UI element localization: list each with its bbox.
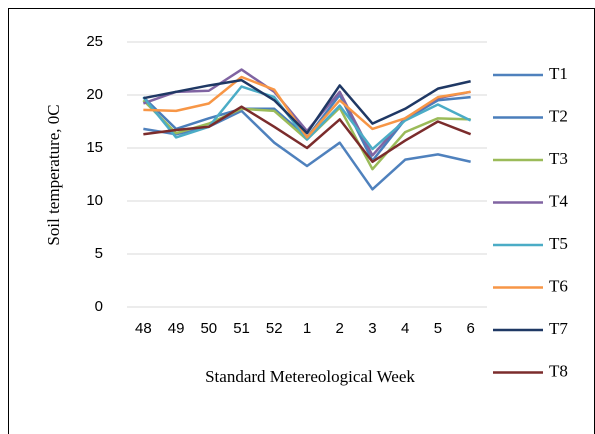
legend-label: T1 (549, 64, 568, 83)
y-tick-label: 25 (86, 33, 103, 50)
y-tick-label: 15 (86, 139, 103, 156)
series-line (143, 75, 471, 139)
y-tick-label: 20 (86, 86, 103, 103)
x-axis-title: Standard Metereological Week (205, 367, 415, 386)
legend-label: T5 (549, 234, 568, 253)
x-tick-label: 50 (200, 320, 217, 337)
series-line (142, 85, 472, 151)
x-tick-label: 5 (434, 320, 442, 337)
x-tick-label: 3 (368, 320, 376, 337)
legend-label: T8 (549, 361, 568, 380)
y-tick-label: 10 (86, 192, 103, 209)
legend-label: T3 (549, 149, 568, 168)
legend-label: T4 (549, 191, 568, 210)
series-line (143, 105, 472, 164)
legend-label: T2 (549, 106, 568, 125)
x-tick-label: 51 (233, 320, 250, 337)
x-tick-label: 4 (401, 320, 409, 337)
x-tick-label: 49 (168, 320, 185, 337)
legend-label: T6 (549, 276, 568, 295)
x-tick-label: 1 (303, 320, 311, 337)
y-tick-label: 0 (95, 298, 103, 315)
x-tick-label: 6 (466, 320, 474, 337)
x-tick-label: 2 (336, 320, 344, 337)
series-line (143, 78, 471, 135)
y-tick-label: 5 (95, 245, 103, 262)
y-axis-title: Soil temperature, 0C (44, 104, 63, 245)
x-tick-label: 48 (135, 320, 152, 337)
x-tick-label: 52 (266, 320, 283, 337)
legend-label: T7 (549, 319, 568, 338)
